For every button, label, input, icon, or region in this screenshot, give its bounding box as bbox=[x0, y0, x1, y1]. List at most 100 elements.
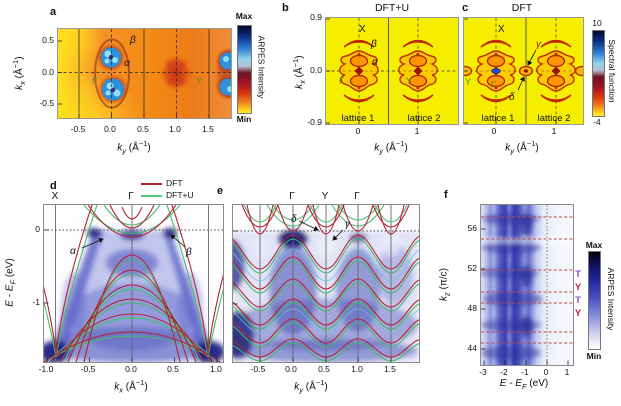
colorbar-a bbox=[237, 25, 252, 114]
panel-a-xtick: 1.5 bbox=[202, 124, 214, 134]
delta-pockets bbox=[464, 65, 583, 77]
panel-b-label: b bbox=[282, 2, 289, 14]
x-point-label: X bbox=[498, 24, 505, 35]
gamma-fermi-pockets bbox=[94, 38, 130, 109]
gamma-blue-spot bbox=[491, 68, 501, 74]
panel-a-label: a bbox=[50, 6, 57, 18]
legend-dft-line bbox=[141, 183, 162, 185]
panel-d-label: d bbox=[50, 180, 57, 192]
panel-e-plot: δ γ bbox=[232, 204, 420, 363]
panel-f-ylabel: kz (π/c) bbox=[438, 268, 452, 301]
panel-e-xtick: 0.5 bbox=[318, 364, 330, 374]
gamma-band-annotation: γ bbox=[536, 39, 542, 50]
beta-annotation: β bbox=[129, 35, 136, 46]
panel-f-xtick: 0 bbox=[543, 367, 549, 377]
arpes-intensity-f bbox=[481, 213, 573, 360]
panel-a-ytick: 0.5 bbox=[42, 35, 54, 45]
x-point-label: X bbox=[359, 24, 366, 35]
panel-d-ytick: 0 bbox=[35, 224, 40, 234]
dft-bands-e bbox=[233, 205, 419, 358]
beta-annotation: β bbox=[370, 39, 377, 50]
panel-f-ytick: 48 bbox=[467, 303, 477, 313]
colorbar-c bbox=[592, 30, 605, 117]
panel-a-xlabel: ky (Å−1) bbox=[117, 139, 151, 156]
panel-f-map bbox=[481, 205, 573, 365]
colorbar-a-min: Min bbox=[236, 114, 252, 124]
colorbar-f-min: Min bbox=[586, 351, 602, 361]
panel-d-ticks bbox=[44, 229, 218, 362]
beta-annotation: β bbox=[185, 247, 192, 258]
colorbar-f bbox=[588, 251, 601, 350]
panel-b-xtick: 1 bbox=[414, 126, 420, 136]
panel-a-xtick: -0.5 bbox=[70, 124, 86, 134]
panel-f-ytick: 44 bbox=[467, 343, 477, 353]
panel-f-ticks bbox=[481, 228, 569, 365]
panel-a-ylabel: kx (Å−1) bbox=[10, 56, 28, 90]
panel-d-toplabel-gamma: Γ bbox=[128, 191, 134, 202]
panel-c-plot: X γ δ Y Γ lattice 1 lattice 2 bbox=[463, 17, 584, 125]
kz-point-label-y2: Y bbox=[574, 308, 582, 319]
panel-c-map: X γ δ Y Γ lattice 1 lattice 2 bbox=[464, 18, 583, 124]
panel-a-xtick: 0.0 bbox=[104, 124, 116, 134]
panel-f-xtick: -1 bbox=[521, 367, 529, 377]
legend-dftu-label: DFT+U bbox=[166, 190, 194, 200]
panel-d-plot: α β bbox=[43, 204, 224, 363]
panel-b-plot: X β α Γ Y lattice 1 lattice 2 bbox=[325, 17, 459, 125]
panel-c-title: DFT bbox=[511, 2, 533, 14]
edge-pockets-right bbox=[215, 48, 231, 100]
panel-f-xtick: -3 bbox=[479, 367, 487, 377]
panel-e-bands: δ γ bbox=[233, 205, 419, 362]
colorbar-f-max: Max bbox=[585, 240, 603, 250]
cyan-bands-e bbox=[233, 248, 419, 334]
panel-e-xlabel: ky (Å−1) bbox=[294, 378, 328, 395]
panel-b-ticks bbox=[326, 18, 419, 124]
alpha-annotation: α bbox=[372, 57, 378, 68]
gamma-annotation: γ bbox=[345, 219, 351, 230]
lattice2-label: lattice 2 bbox=[538, 113, 571, 124]
panel-d-ytick: -1 bbox=[32, 297, 40, 307]
lattice1-label: lattice 1 bbox=[342, 113, 375, 124]
panel-a-xtick: 1.0 bbox=[169, 124, 181, 134]
panel-d-xtick: -0.5 bbox=[80, 364, 96, 374]
panel-e-toplabel-y: Y bbox=[321, 191, 329, 202]
delta-annotation: δ bbox=[291, 214, 297, 225]
panel-a-guides bbox=[58, 29, 231, 118]
alpha-annotation: α bbox=[70, 246, 76, 257]
panel-a-ticks bbox=[58, 40, 210, 118]
panel-a-ytick: -0.5 bbox=[39, 98, 54, 108]
panel-b-title: DFT+U bbox=[374, 2, 410, 14]
dft-bands-d bbox=[44, 205, 223, 362]
panel-f-xtick: 1 bbox=[564, 367, 570, 377]
gamma-point-label: Γ bbox=[339, 76, 344, 86]
panel-d-ylabel: E - EF (eV) bbox=[4, 258, 18, 307]
kz-point-label-t1: T bbox=[575, 269, 581, 280]
panel-a-ytick: 0.0 bbox=[42, 67, 54, 77]
panel-b-xtick: 0 bbox=[355, 126, 361, 136]
panel-b-xlabel: ky (Å−1) bbox=[374, 139, 408, 156]
panel-d-xtick: 0.5 bbox=[167, 364, 179, 374]
gamma-band-arrow bbox=[527, 49, 537, 66]
delta-arrow bbox=[298, 220, 319, 231]
panel-e-toplabel-gamma1: Γ bbox=[289, 191, 295, 202]
alpha-arrow bbox=[81, 238, 104, 249]
delta-band-annotation: δ bbox=[509, 92, 515, 103]
panel-e-xtick: 0.0 bbox=[285, 364, 297, 374]
panel-b-ytick: 0.9 bbox=[310, 12, 322, 22]
panel-b-ytick: 0.0 bbox=[310, 65, 322, 75]
panel-f-xtick: -2 bbox=[500, 367, 508, 377]
beta-arrow bbox=[170, 234, 186, 248]
panel-b-ytick: -0.9 bbox=[307, 117, 322, 127]
panel-e-ticks bbox=[233, 230, 392, 362]
panel-c-xtick: 1 bbox=[551, 126, 557, 136]
panel-d-bands: α β bbox=[44, 205, 223, 362]
legend-dft-label: DFT bbox=[166, 178, 183, 188]
panel-d-toplabel-x: X bbox=[51, 191, 59, 202]
colorbar-c-max: 10 bbox=[592, 18, 602, 28]
colorbar-c-min: -4 bbox=[593, 117, 601, 127]
panel-c-xtick: 0 bbox=[491, 126, 497, 136]
panel-a-xtick: 0.5 bbox=[137, 124, 149, 134]
colorbar-a-label: ARPES Intensity bbox=[256, 35, 267, 99]
legend-dftu-line bbox=[141, 195, 162, 197]
panel-f-plot bbox=[480, 204, 574, 366]
